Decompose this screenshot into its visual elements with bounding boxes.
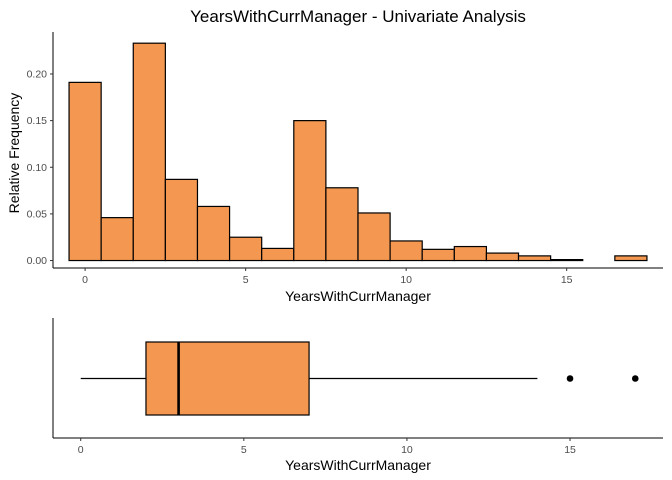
histogram-bar	[325, 187, 359, 262]
x-tick-label: 0	[82, 274, 88, 286]
histogram-bar	[550, 259, 584, 262]
histogram-bar	[614, 255, 648, 262]
boxplot-x-axis-label: YearsWithCurrManager	[285, 457, 431, 473]
histogram-bar	[261, 247, 295, 262]
histogram-bar	[453, 245, 488, 262]
x-axis-label: YearsWithCurrManager	[285, 288, 431, 304]
boxplot-panel: YearsWithCurrManager 0 5 10 15	[52, 318, 663, 473]
histogram-bar	[389, 240, 423, 262]
x-tick-label: 15	[561, 274, 573, 286]
x-tick-label: 5	[243, 274, 249, 286]
boxplot-x-tick-label: 15	[564, 444, 576, 456]
histogram-bar	[517, 255, 552, 262]
boxplot-axes: 0 5 10 15	[52, 318, 663, 456]
histogram-bar	[100, 217, 134, 262]
chart-title: YearsWithCurrManager - Univariate Analys…	[190, 7, 526, 26]
boxplot-x-tick-label: 10	[401, 444, 413, 456]
y-tick-label: 0.15	[27, 115, 48, 127]
iqr-box	[145, 341, 310, 416]
histogram-panel: YearsWithCurrManager - Univariate Analys…	[6, 7, 663, 304]
y-tick-label: 0.05	[27, 208, 48, 220]
y-tick-label: 0.10	[27, 162, 48, 174]
histogram-bar	[132, 42, 166, 262]
boxplot-x-tick-label: 0	[78, 444, 84, 456]
histogram-bar	[293, 120, 327, 262]
histogram-bar	[228, 236, 263, 262]
outlier-point	[631, 375, 639, 382]
boxplot-x-tick-label: 5	[241, 444, 247, 456]
x-tick-label: 10	[400, 274, 412, 286]
y-axis-label: Relative Frequency	[6, 93, 22, 214]
outlier-point	[566, 375, 574, 382]
histogram-bar	[68, 81, 102, 262]
histogram-bar	[421, 248, 455, 262]
boxplot-marks	[80, 341, 639, 416]
y-tick-label: 0.20	[27, 68, 48, 80]
histogram-bar	[357, 212, 391, 262]
histogram-bar	[196, 205, 231, 262]
histogram-bars	[68, 42, 648, 262]
histogram-bar	[485, 252, 520, 262]
histogram-axes: 0.00 0.05 0.10 0.15 0.20 0 5 10 15	[27, 32, 663, 286]
histogram-bar	[164, 178, 199, 262]
y-tick-label: 0.00	[27, 255, 48, 267]
